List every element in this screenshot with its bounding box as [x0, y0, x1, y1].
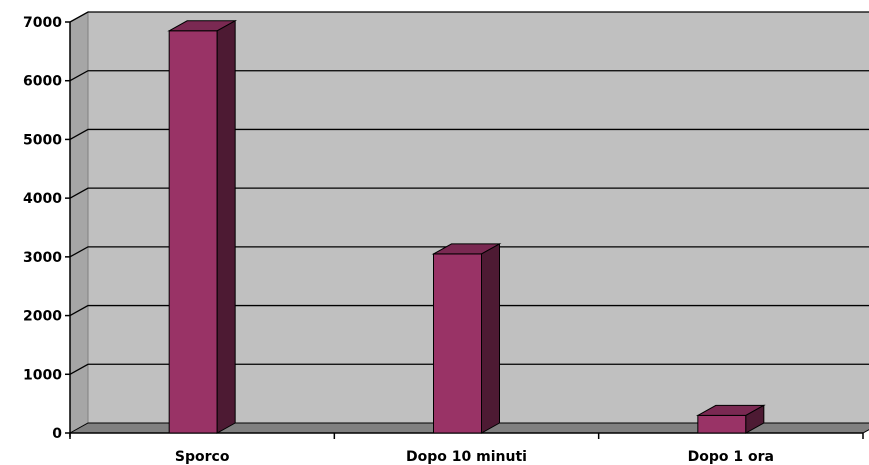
axis-labels: 0 1000 2000 3000 4000 5000 6000 7000 Sporco Dopo … — [23, 15, 774, 465]
gridline — [69, 70, 869, 82]
x-category-label: Dopo 10 minuti — [406, 449, 527, 465]
gridline — [69, 187, 869, 199]
bar-front — [433, 253, 482, 434]
bar-side — [216, 19, 236, 434]
gridlines — [69, 11, 869, 375]
bar-front — [168, 30, 218, 434]
x-category-label: Sporco — [175, 449, 230, 465]
bar-side — [481, 243, 500, 434]
plot-wall — [69, 11, 869, 434]
gridline — [69, 304, 869, 317]
bars — [167, 19, 766, 434]
y-tick-label: 5000 — [23, 132, 62, 148]
gridline — [69, 363, 869, 375]
x-category-label: Dopo 1 ora — [688, 449, 774, 465]
y-tick-label: 3000 — [23, 250, 62, 266]
y-tick-label: 7000 — [23, 15, 62, 31]
gridline — [69, 128, 869, 140]
y-tick-label: 0 — [52, 426, 62, 442]
bar-side — [745, 404, 765, 434]
y-tick-label: 2000 — [23, 309, 62, 325]
y-tick-label: 4000 — [23, 191, 62, 207]
y-tick-label: 1000 — [23, 367, 62, 383]
y-tick-label: 6000 — [23, 74, 62, 90]
gridline — [69, 11, 869, 23]
bar-front — [697, 414, 747, 434]
gridline — [69, 246, 869, 258]
